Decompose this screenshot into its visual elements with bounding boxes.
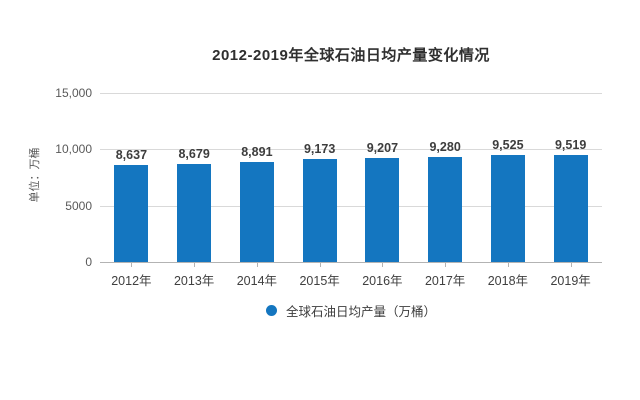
gridline [100, 205, 602, 207]
x-axis-label: 2014年 [236, 274, 278, 288]
plot-area [100, 93, 602, 267]
legend-label: 全球石油日均产量（万桶） [285, 305, 436, 319]
bar-value-label: 9,173 [303, 141, 336, 156]
bar-value-label: 9,207 [366, 141, 399, 156]
x-axis-label: 2016年 [362, 274, 403, 288]
x-axis-label: 2013年 [173, 274, 215, 288]
x-axis-label: 2012年 [111, 274, 152, 288]
x-axis-label: 2017年 [424, 274, 466, 288]
bar-2012年 [114, 164, 149, 262]
x-tick [382, 262, 384, 267]
x-tick [507, 262, 509, 267]
bar-value-label: 8,637 [115, 147, 148, 162]
legend: 全球石油日均产量（万桶） [100, 301, 602, 320]
bar-value-label: 8,679 [178, 147, 210, 162]
bar-2015年 [302, 158, 337, 262]
x-tick [194, 262, 196, 267]
bar-2013年 [177, 164, 212, 262]
x-axis-label: 2018年 [487, 274, 529, 288]
bar-2018年 [490, 154, 525, 262]
x-axis-label: 2019年 [550, 274, 591, 288]
x-tick [256, 262, 258, 267]
x-tick [319, 262, 321, 267]
bar-2017年 [428, 157, 463, 262]
bar-2016年 [365, 158, 400, 262]
bar-value-label: 8,891 [241, 144, 273, 159]
legend-circle-icon [265, 305, 277, 316]
x-tick [131, 262, 133, 267]
bar-value-label: 9,525 [492, 137, 524, 152]
y-axis-title: 单位：万桶 [29, 147, 41, 203]
chart-title: 2012-2019年全球石油日均产量变化情况 [212, 47, 490, 64]
bar-2019年 [553, 154, 588, 262]
y-tick-label: 0 [85, 255, 92, 269]
bar-2014年 [239, 161, 274, 262]
y-tick-label: 5000 [65, 198, 92, 213]
gridline [100, 149, 602, 151]
y-tick-label: 15,000 [55, 86, 92, 100]
x-tick [570, 262, 572, 267]
x-tick [445, 262, 447, 267]
bar-value-label: 9,280 [429, 140, 461, 155]
y-tick-label: 10,000 [55, 142, 92, 157]
bar-value-label: 9,519 [554, 137, 587, 152]
gridline [100, 93, 602, 94]
x-axis-label: 2015年 [299, 274, 340, 288]
x-axis-line [100, 262, 602, 263]
